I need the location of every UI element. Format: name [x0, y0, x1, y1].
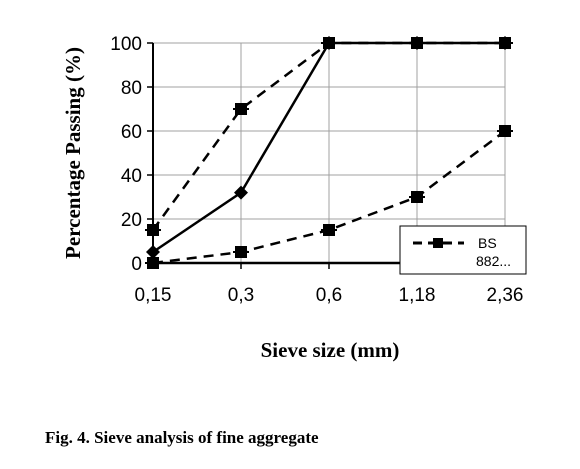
legend-label-line2: 882...: [476, 253, 511, 269]
y-axis-title: Percentage Passing (%): [61, 47, 85, 259]
x-tick-label: 2,36: [487, 285, 524, 306]
x-tick-label: 0,3: [228, 285, 254, 306]
x-axis-title: Sieve size (mm): [261, 338, 400, 362]
x-tick-label: 1,18: [399, 285, 436, 306]
y-tick-label: 100: [110, 34, 142, 55]
figure-caption: Fig. 4. Sieve analysis of fine aggregate: [45, 428, 319, 447]
legend-marker: [433, 238, 443, 248]
y-tick-label: 0: [131, 254, 142, 275]
x-tick-labels: 0,15 0,3 0,6 1,18 2,36: [135, 285, 524, 306]
legend-box: [399, 225, 527, 275]
legend-label-line1: BS: [478, 235, 497, 251]
y-tick-label: 60: [121, 122, 142, 143]
y-tick-label: 80: [121, 78, 142, 99]
series-layer: [145, 36, 513, 269]
y-tick-labels: 0 20 40 60 80 100: [110, 34, 142, 275]
data-point: [234, 185, 248, 200]
x-tick-label: 0,6: [316, 285, 342, 306]
x-tick-label: 0,15: [135, 285, 172, 306]
series-2: [146, 36, 512, 259]
data-point: [322, 36, 336, 50]
y-tick-label: 40: [121, 166, 142, 187]
data-point: [410, 36, 424, 50]
data-point: [498, 36, 512, 50]
legend: BS 882...: [399, 225, 527, 275]
y-tick-label: 20: [121, 210, 142, 231]
